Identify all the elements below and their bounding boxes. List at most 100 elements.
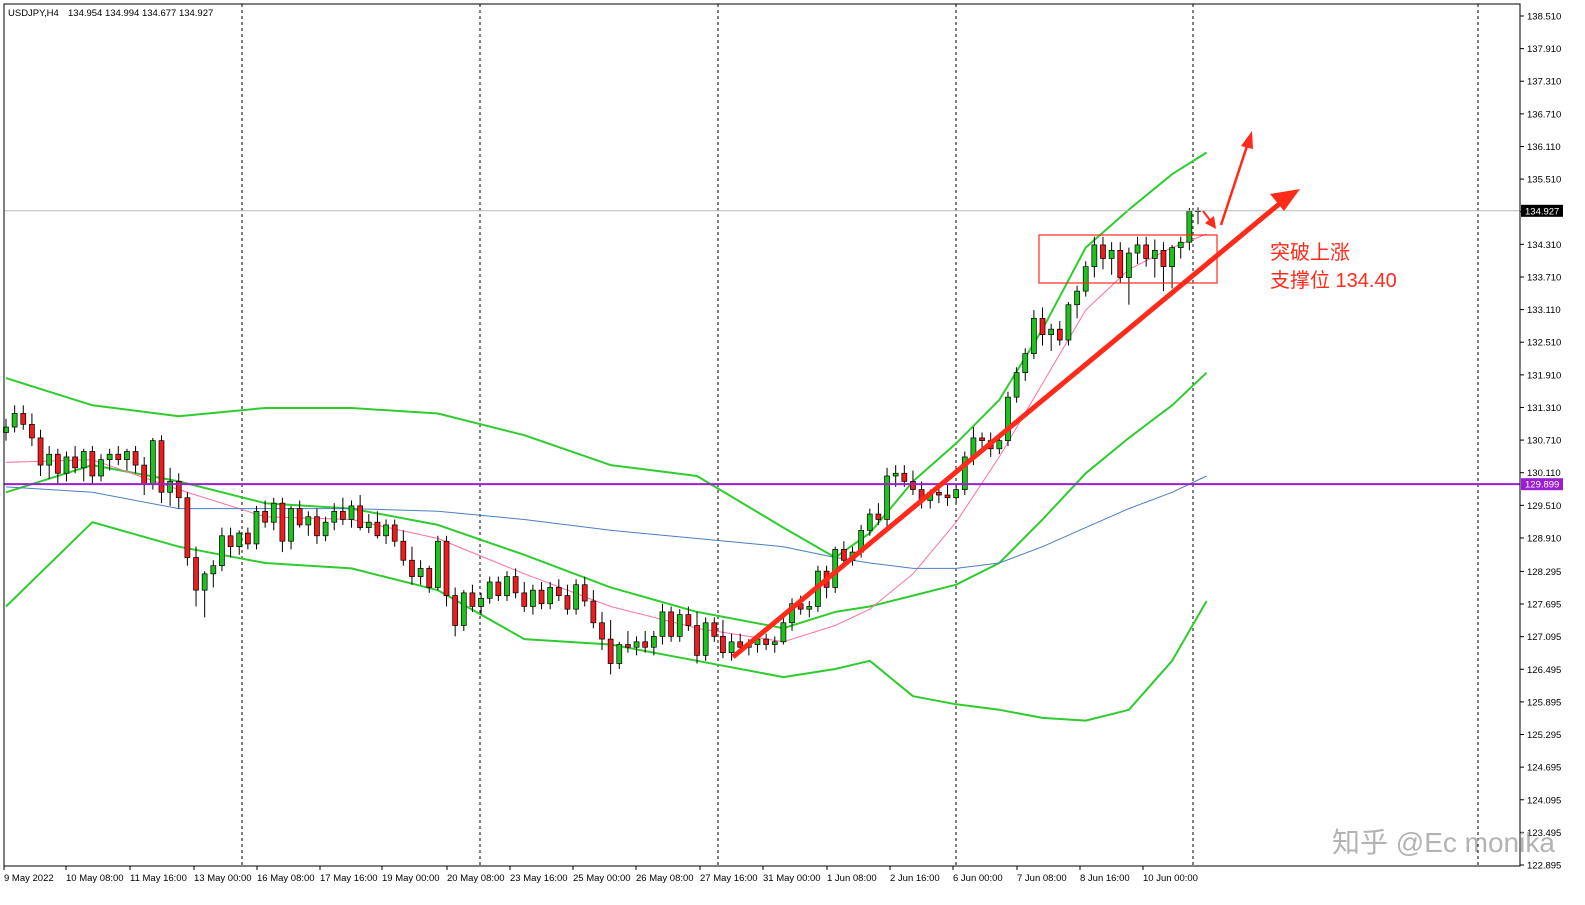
bullish-candle[interactable] xyxy=(331,503,338,531)
bearish-candle[interactable] xyxy=(469,584,476,612)
bullish-candle[interactable] xyxy=(1074,285,1080,319)
bearish-candle[interactable] xyxy=(443,535,450,607)
bullish-candle[interactable] xyxy=(1022,348,1029,381)
candle-layer[interactable] xyxy=(3,207,1201,675)
bearish-candle[interactable] xyxy=(115,446,122,466)
bearish-candle[interactable] xyxy=(720,620,726,659)
bullish-candle[interactable] xyxy=(348,500,355,528)
bullish-candle[interactable] xyxy=(1134,236,1141,264)
bearish-candle[interactable] xyxy=(357,495,363,531)
bearish-candle[interactable] xyxy=(1160,242,1167,292)
bullish-candle[interactable] xyxy=(46,446,53,479)
bearish-candle[interactable] xyxy=(72,446,78,474)
bullish-candle[interactable] xyxy=(167,467,173,506)
bearish-candle[interactable] xyxy=(625,630,631,653)
bearish-candle[interactable] xyxy=(391,519,398,547)
bullish-candle[interactable] xyxy=(884,467,890,528)
bullish-candle[interactable] xyxy=(961,451,968,496)
bullish-candle[interactable] xyxy=(702,617,709,661)
bullish-candle[interactable] xyxy=(1177,236,1184,259)
bearish-candle[interactable] xyxy=(193,546,199,607)
bearish-candle[interactable] xyxy=(29,413,35,447)
bullish-candle[interactable] xyxy=(1126,247,1132,305)
bullish-candle[interactable] xyxy=(486,576,493,604)
bearish-candle[interactable] xyxy=(37,429,44,476)
bullish-candle[interactable] xyxy=(806,601,813,618)
bullish-candle[interactable] xyxy=(1195,207,1201,225)
bearish-candle[interactable] xyxy=(521,582,528,612)
bullish-candle[interactable] xyxy=(1082,261,1089,297)
bullish-candle[interactable] xyxy=(219,527,225,572)
bullish-candle[interactable] xyxy=(80,448,87,482)
bullish-candle[interactable] xyxy=(417,560,424,585)
bearish-candle[interactable] xyxy=(979,432,985,449)
bearish-candle[interactable] xyxy=(590,590,597,629)
bullish-candle[interactable] xyxy=(1091,236,1098,278)
bearish-candle[interactable] xyxy=(409,546,415,585)
bearish-candle[interactable] xyxy=(245,527,251,550)
bullish-candle[interactable] xyxy=(659,603,666,645)
bullish-candle[interactable] xyxy=(504,571,510,602)
bearish-candle[interactable] xyxy=(642,630,649,653)
bearish-candle[interactable] xyxy=(555,579,562,602)
bearish-candle[interactable] xyxy=(279,497,286,553)
bearish-candle[interactable] xyxy=(1039,307,1046,346)
bullish-candle[interactable] xyxy=(63,451,70,482)
bearish-candle[interactable] xyxy=(599,611,605,650)
bearish-candle[interactable] xyxy=(54,448,61,485)
bearish-candle[interactable] xyxy=(184,492,191,566)
bearish-candle[interactable] xyxy=(538,582,545,610)
bullish-candle[interactable] xyxy=(201,571,208,618)
bullish-candle[interactable] xyxy=(573,579,579,615)
bearish-candle[interactable] xyxy=(158,435,165,504)
bearish-candle[interactable] xyxy=(20,405,27,430)
bullish-candle[interactable] xyxy=(780,617,787,645)
bullish-candle[interactable] xyxy=(1108,242,1115,275)
bearish-candle[interactable] xyxy=(89,446,96,485)
bearish-candle[interactable] xyxy=(175,473,182,509)
bullish-candle[interactable] xyxy=(288,505,294,550)
bullish-candle[interactable] xyxy=(11,405,18,433)
bullish-candle[interactable] xyxy=(676,609,683,642)
bearish-candle[interactable] xyxy=(910,470,916,496)
bullish-candle[interactable] xyxy=(616,641,623,669)
bearish-candle[interactable] xyxy=(132,446,139,474)
bullish-candle[interactable] xyxy=(305,511,312,536)
bearish-candle[interactable] xyxy=(400,530,407,566)
bearish-candle[interactable] xyxy=(452,587,459,637)
bearish-candle[interactable] xyxy=(1056,321,1063,346)
bearish-candle[interactable] xyxy=(694,611,700,664)
bullish-candle[interactable] xyxy=(383,519,389,544)
bearish-candle[interactable] xyxy=(668,606,674,642)
bullish-candle[interactable] xyxy=(1151,239,1158,278)
bearish-candle[interactable] xyxy=(875,503,882,525)
bullish-candle[interactable] xyxy=(478,592,484,615)
bullish-candle[interactable] xyxy=(270,497,277,531)
bearish-candle[interactable] xyxy=(944,484,951,506)
bullish-candle[interactable] xyxy=(1005,391,1011,447)
bullish-candle[interactable] xyxy=(124,448,130,471)
bullish-candle[interactable] xyxy=(322,516,329,542)
bullish-candle[interactable] xyxy=(728,633,735,661)
bearish-candle[interactable] xyxy=(374,511,381,539)
bearish-candle[interactable] xyxy=(1143,236,1150,267)
bearish-candle[interactable] xyxy=(607,620,614,675)
bullish-candle[interactable] xyxy=(650,630,657,656)
bullish-candle[interactable] xyxy=(953,484,959,504)
bullish-candle[interactable] xyxy=(547,582,554,610)
bullish-candle[interactable] xyxy=(106,448,113,471)
bullish-candle[interactable] xyxy=(435,535,441,591)
bullish-candle[interactable] xyxy=(1186,207,1193,251)
bearish-candle[interactable] xyxy=(495,576,502,602)
bullish-candle[interactable] xyxy=(530,584,536,615)
bearish-candle[interactable] xyxy=(262,500,268,528)
bearish-candle[interactable] xyxy=(564,584,571,615)
bearish-candle[interactable] xyxy=(227,527,234,558)
bearish-candle[interactable] xyxy=(512,568,519,599)
bearish-candle[interactable] xyxy=(1117,242,1124,283)
bullish-candle[interactable] xyxy=(1048,323,1055,351)
bullish-candle[interactable] xyxy=(149,437,156,490)
bullish-candle[interactable] xyxy=(771,636,778,653)
